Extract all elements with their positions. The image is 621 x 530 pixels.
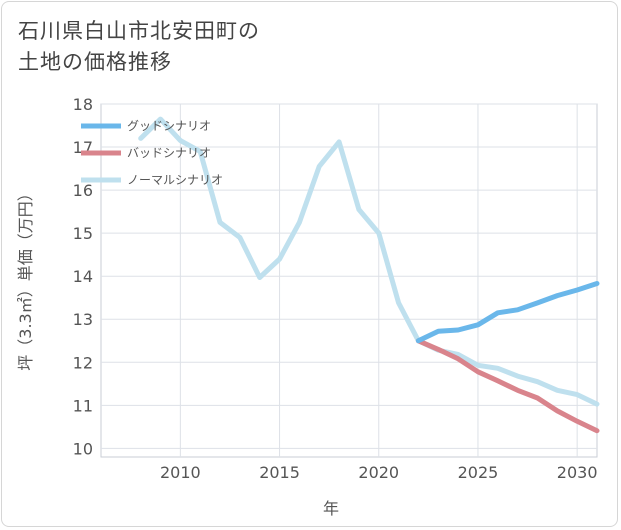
legend-label-1: バッドシナリオ xyxy=(127,146,211,160)
series-line-2 xyxy=(138,116,600,407)
y-tick-label: 12 xyxy=(73,353,93,372)
y-tick-label: 18 xyxy=(73,95,93,114)
chart-title-line-2: 土地の価格推移 xyxy=(18,50,172,74)
x-tick-label: 2015 xyxy=(259,463,300,482)
y-tick-label: 13 xyxy=(73,310,93,329)
x-axis-label: 年 xyxy=(323,499,339,518)
x-tick-label: 2010 xyxy=(160,463,201,482)
y-tick-label: 11 xyxy=(73,396,93,415)
y-axis-label: 坪（3.3㎡）単価（万円） xyxy=(16,185,35,370)
y-tick-label: 15 xyxy=(73,224,93,243)
chart-title-line-1: 石川県白山市北安田町の xyxy=(18,19,260,43)
legend-label-2: ノーマルシナリオ xyxy=(127,173,223,187)
y-tick-label: 10 xyxy=(73,439,93,458)
y-tick-label: 16 xyxy=(73,181,93,200)
x-tick-label: 2020 xyxy=(358,463,399,482)
series-line-1 xyxy=(415,338,600,434)
y-tick-label: 14 xyxy=(73,267,93,286)
grid xyxy=(100,103,598,458)
legend-label-0: グッドシナリオ xyxy=(127,119,211,133)
series-lines xyxy=(138,116,600,434)
series-line-0 xyxy=(415,281,600,344)
x-tick-label: 2030 xyxy=(557,463,598,482)
x-tick-label: 2025 xyxy=(458,463,499,482)
chart-title: 石川県白山市北安田町の 土地の価格推移 xyxy=(18,16,438,78)
